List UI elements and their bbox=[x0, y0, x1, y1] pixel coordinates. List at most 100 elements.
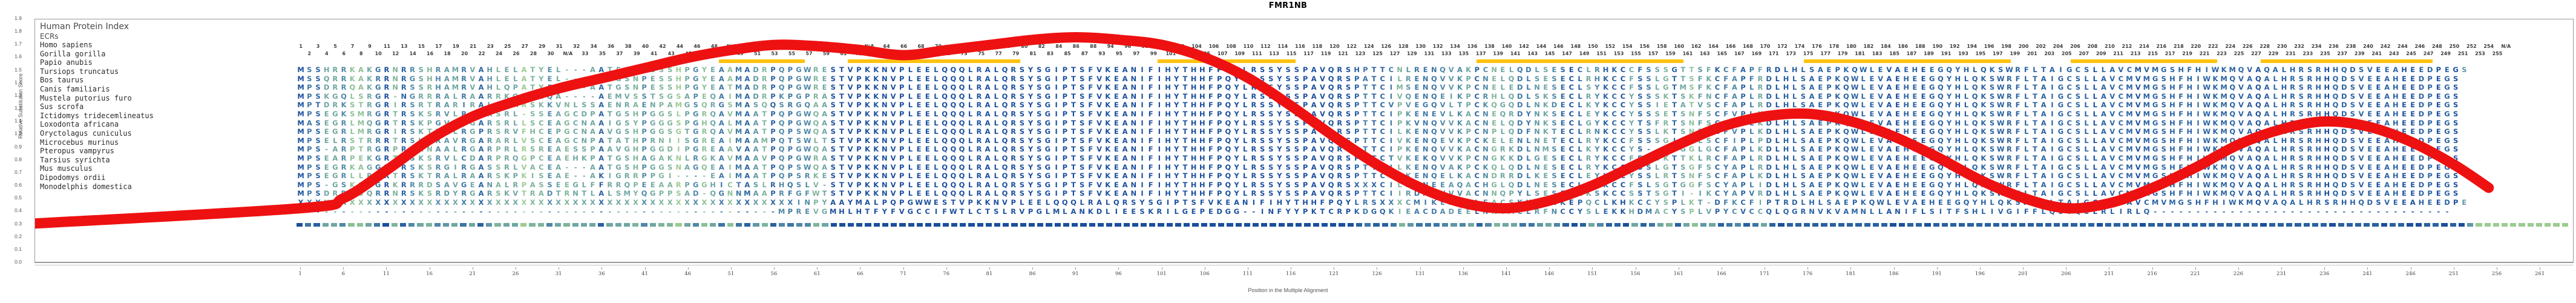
column-number: 172 bbox=[1777, 44, 1788, 49]
column-number: 185 bbox=[1889, 51, 1899, 56]
consensus-strip bbox=[297, 218, 2571, 227]
column-number: 155 bbox=[1631, 51, 1641, 56]
column-number: 93 bbox=[1098, 51, 1106, 56]
column-number: 187 bbox=[1906, 51, 1917, 56]
column-number: 128 bbox=[1398, 44, 1409, 49]
column-number: 81 bbox=[1029, 51, 1037, 56]
x-tick-mark bbox=[1549, 267, 1550, 270]
column-number: 206 bbox=[2070, 44, 2080, 49]
x-tick-label: 211 bbox=[2104, 271, 2114, 277]
column-number: 100 bbox=[1157, 44, 1167, 49]
column-number: 97 bbox=[1133, 51, 1140, 56]
column-number: 87 bbox=[1081, 51, 1089, 56]
column-number: 26 bbox=[513, 51, 520, 56]
column-number: 50 bbox=[745, 44, 752, 49]
column-number: 12 bbox=[392, 51, 399, 56]
column-number: 170 bbox=[1760, 44, 1771, 49]
column-number: 151 bbox=[1596, 51, 1607, 56]
y-axis-label: Relative Substitution Score bbox=[18, 73, 24, 139]
species-label: Bos taurus bbox=[40, 76, 84, 85]
column-number: 116 bbox=[1295, 44, 1305, 49]
ecr-band bbox=[718, 59, 805, 63]
column-number: 156 bbox=[1639, 44, 1650, 49]
column-number: 36 bbox=[607, 44, 615, 49]
x-tick-label: 96 bbox=[1115, 271, 1122, 277]
y-tick-label: 0.9 bbox=[15, 143, 22, 150]
ecr-band bbox=[1476, 59, 1683, 63]
column-number: 186 bbox=[1898, 44, 1909, 49]
column-number: 124 bbox=[1363, 44, 1374, 49]
species-label: Microcebus murinus bbox=[40, 138, 119, 147]
column-number: 47 bbox=[702, 51, 709, 56]
column-number: 169 bbox=[1751, 51, 1762, 56]
column-number: 191 bbox=[1941, 51, 1952, 56]
column-number: 25 bbox=[504, 44, 511, 49]
column-number: 200 bbox=[2018, 44, 2029, 49]
species-label: Mustela putorius furo bbox=[40, 93, 132, 102]
column-number: 133 bbox=[1441, 51, 1452, 56]
column-number: 183 bbox=[1872, 51, 1883, 56]
x-tick-mark bbox=[386, 267, 387, 270]
x-tick-label: 76 bbox=[943, 271, 950, 277]
column-number: 167 bbox=[1734, 51, 1745, 56]
x-tick-label: 231 bbox=[2276, 271, 2287, 277]
x-tick-label: 131 bbox=[1415, 271, 1425, 277]
column-number: 14 bbox=[409, 51, 416, 56]
y-tick-label: 1.6 bbox=[15, 53, 22, 60]
column-number: 147 bbox=[1562, 51, 1572, 56]
ecr-band bbox=[2071, 59, 2218, 63]
column-number: 162 bbox=[1691, 44, 1702, 49]
column-number: 119 bbox=[1320, 51, 1331, 56]
column-number: 5 bbox=[333, 44, 337, 49]
column-number: 245 bbox=[2406, 51, 2416, 56]
x-tick-label: 66 bbox=[856, 271, 864, 277]
x-tick-label: 36 bbox=[598, 271, 605, 277]
column-number: 214 bbox=[2139, 44, 2149, 49]
x-tick-label: 91 bbox=[1072, 271, 1079, 277]
column-number: 114 bbox=[1277, 44, 1288, 49]
column-number: 246 bbox=[2414, 44, 2425, 49]
x-tick-label: 51 bbox=[727, 271, 735, 277]
column-number: 181 bbox=[1855, 51, 1865, 56]
column-number: 48 bbox=[710, 44, 718, 49]
column-number: 83 bbox=[1046, 51, 1054, 56]
column-number: 74 bbox=[969, 44, 976, 49]
column-number: 164 bbox=[1708, 44, 1719, 49]
column-number: 46 bbox=[693, 44, 701, 49]
column-number: 60 bbox=[831, 44, 839, 49]
x-tick-label: 141 bbox=[1501, 271, 1512, 277]
column-number: 163 bbox=[1700, 51, 1710, 56]
x-tick-mark bbox=[1075, 267, 1077, 270]
column-number: 146 bbox=[1553, 44, 1564, 49]
column-number: N/A bbox=[726, 44, 736, 49]
column-number: 251 bbox=[2457, 51, 2468, 56]
column-number: 130 bbox=[1415, 44, 1426, 49]
column-number: 13 bbox=[401, 44, 408, 49]
ecr-band bbox=[848, 59, 1020, 63]
column-number: 102 bbox=[1174, 44, 1185, 49]
column-number: 189 bbox=[1924, 51, 1934, 56]
column-number: 215 bbox=[2148, 51, 2158, 56]
column-number: 136 bbox=[1467, 44, 1478, 49]
column-number: 166 bbox=[1725, 44, 1736, 49]
column-number: 63 bbox=[874, 51, 882, 56]
x-tick-label: 206 bbox=[2061, 271, 2071, 277]
column-number: 51 bbox=[753, 51, 761, 56]
column-number: 66 bbox=[900, 44, 908, 49]
column-number: 86 bbox=[1072, 44, 1080, 49]
y-tick-label: 1.4 bbox=[15, 79, 22, 85]
y-tick-label: 0.8 bbox=[15, 156, 22, 162]
x-tick-label: 156 bbox=[1630, 271, 1640, 277]
column-number: 193 bbox=[1958, 51, 1968, 56]
column-number: 221 bbox=[2199, 51, 2210, 56]
y-axis-ticks: 0.0 0.1 0.2 0.3 0.4 0.5 0.6 0.7 0.8 0.9 1.0 1.1 1.2 1… bbox=[5, 0, 22, 303]
species-label: Homo sapiens bbox=[40, 41, 93, 49]
x-tick-label: 151 bbox=[1587, 271, 1598, 277]
x-tick-label: 121 bbox=[1329, 271, 1339, 277]
x-tick-label: 181 bbox=[1846, 271, 1856, 277]
column-number: 152 bbox=[1605, 44, 1616, 49]
column-number: 10 bbox=[375, 51, 382, 56]
